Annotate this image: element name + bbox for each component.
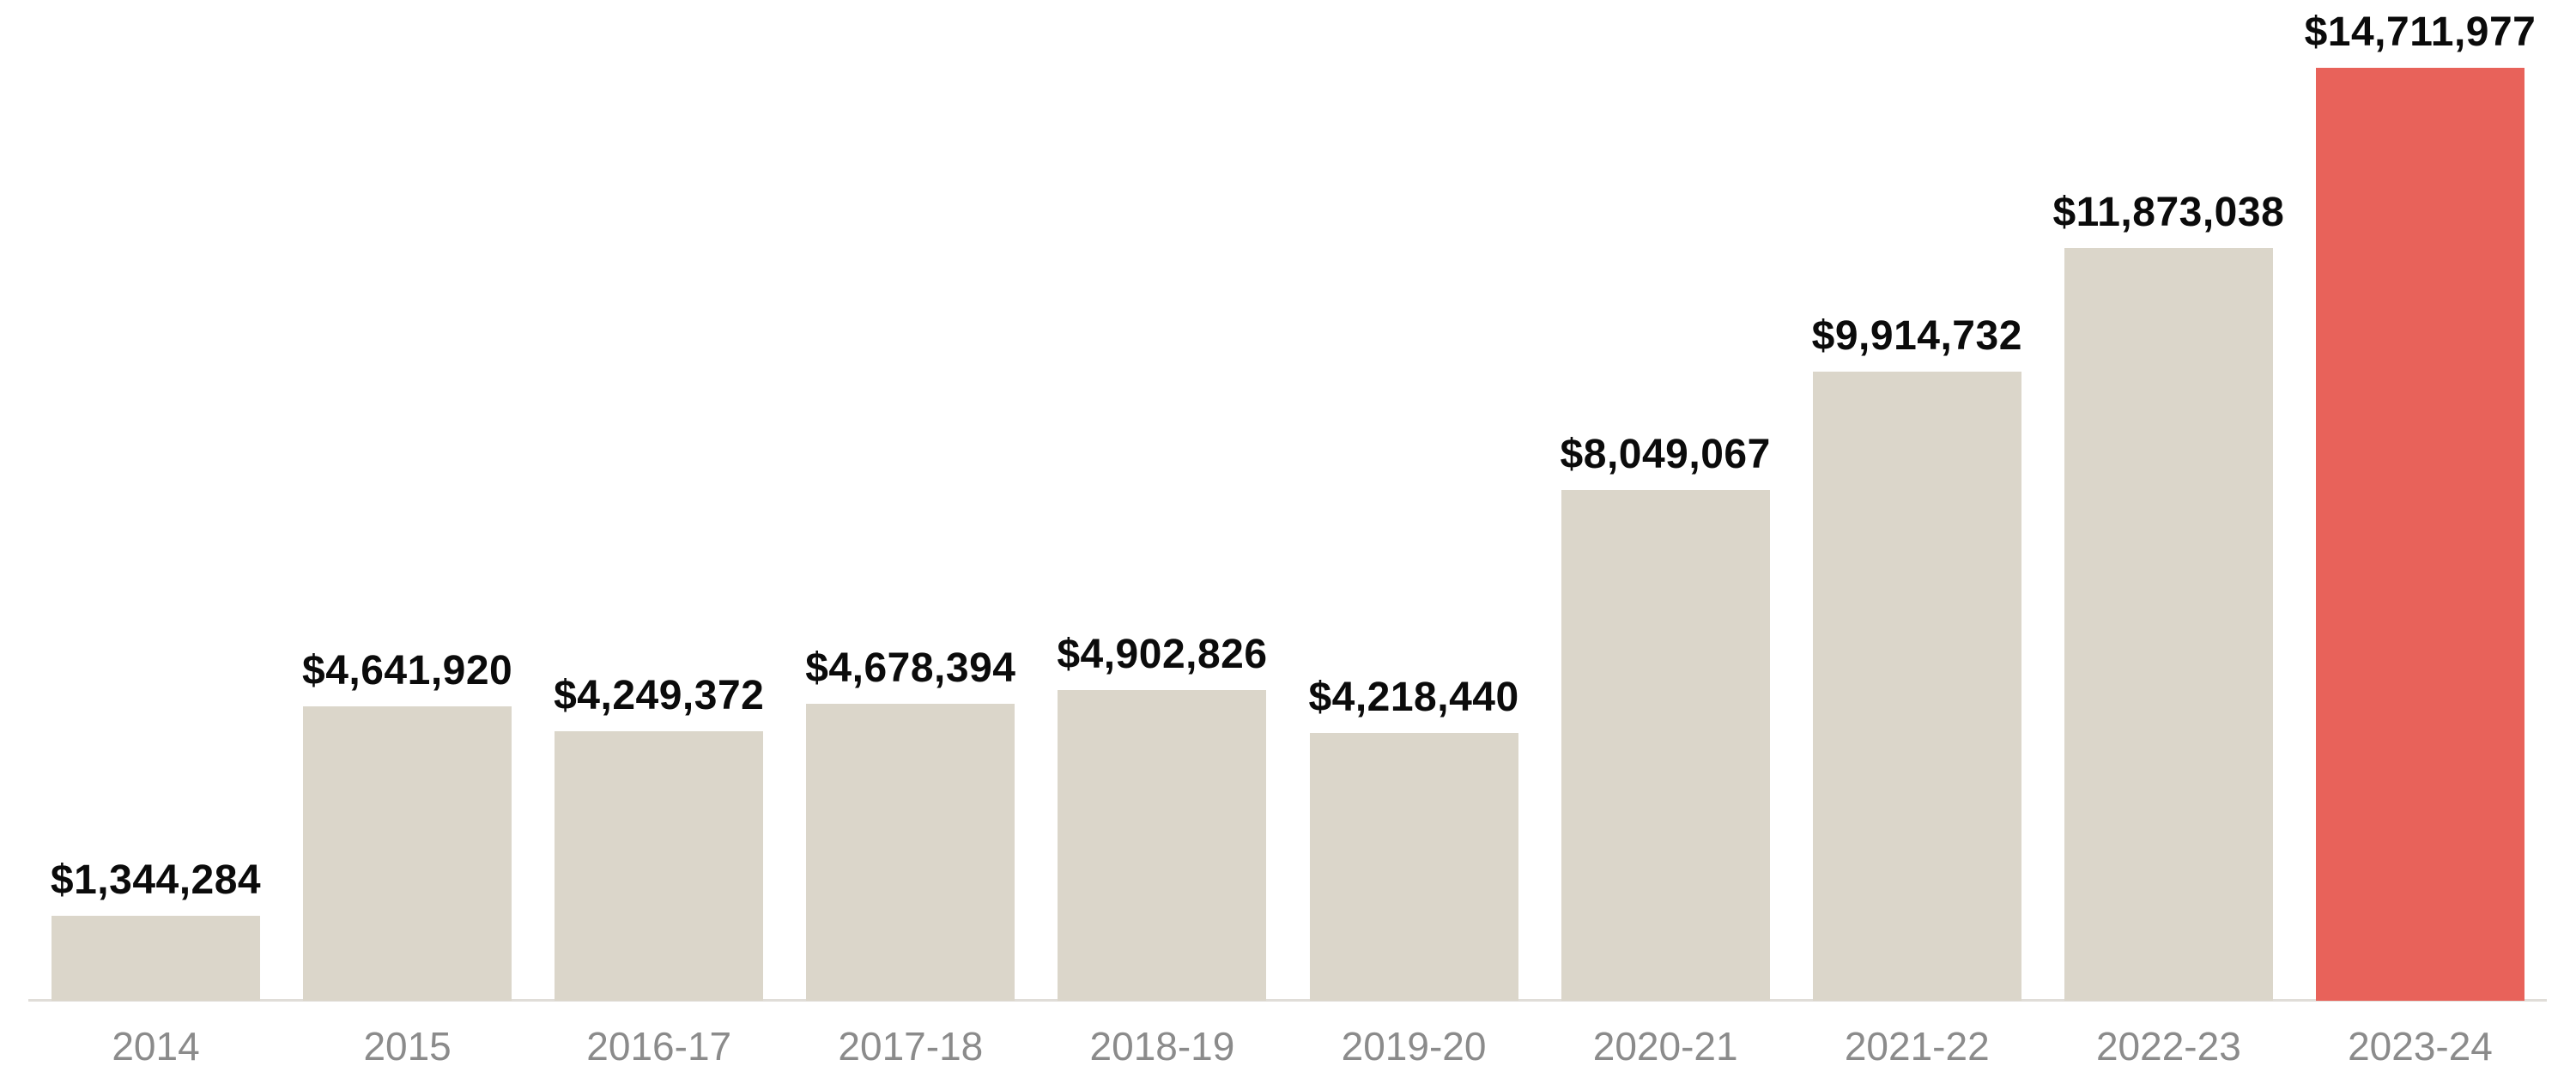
bar-group: $4,678,394 2017-18 bbox=[805, 0, 1016, 1069]
bar-group: $4,902,826 2018-19 bbox=[1057, 0, 1268, 1069]
x-axis-tick-label: 2020-21 bbox=[1592, 1024, 1738, 1069]
bar-value-label: $9,914,732 bbox=[1811, 313, 2022, 359]
bar-group: $11,873,038 2022-23 bbox=[2052, 0, 2283, 1069]
x-axis-tick-label: 2019-20 bbox=[1341, 1024, 1487, 1069]
bar bbox=[1309, 733, 1518, 1001]
bar-group: $4,641,920 2015 bbox=[302, 0, 513, 1069]
x-axis-tick-label: 2018-19 bbox=[1089, 1024, 1235, 1069]
x-axis-tick-label: 2014 bbox=[112, 1024, 200, 1069]
x-axis-tick-label: 2023-24 bbox=[2348, 1024, 2493, 1069]
bar bbox=[806, 704, 1015, 1001]
x-axis-tick-label: 2015 bbox=[363, 1024, 452, 1069]
chart-plot-area: $1,344,284 2014 $4,641,920 2015 $4,249,3… bbox=[50, 0, 2536, 1069]
bar-value-label: $1,344,284 bbox=[50, 857, 262, 903]
bar-value-label: $11,873,038 bbox=[2052, 190, 2285, 235]
bar bbox=[303, 706, 512, 1001]
bar-group: $9,914,732 2021-22 bbox=[1811, 0, 2022, 1069]
bar-group: $14,711,977 2023-24 bbox=[2305, 0, 2536, 1069]
x-axis-line bbox=[28, 999, 2547, 1002]
x-axis-tick-label: 2016-17 bbox=[586, 1024, 732, 1069]
bar bbox=[1812, 372, 2021, 1001]
x-axis-tick-label: 2021-22 bbox=[1844, 1024, 1990, 1069]
bar-group: $1,344,284 2014 bbox=[50, 0, 262, 1069]
bar-value-label: $4,902,826 bbox=[1057, 632, 1268, 677]
bar bbox=[52, 916, 260, 1001]
bar-group: $4,249,372 2016-17 bbox=[554, 0, 765, 1069]
bar bbox=[1058, 690, 1267, 1001]
bar bbox=[2315, 68, 2524, 1001]
bar-group: $8,049,067 2020-21 bbox=[1560, 0, 1771, 1069]
bar-value-label: $4,641,920 bbox=[302, 648, 513, 693]
bar-value-label: $8,049,067 bbox=[1560, 432, 1771, 477]
bar bbox=[555, 731, 764, 1001]
bar-value-label: $14,711,977 bbox=[2304, 9, 2537, 55]
bar-group: $4,218,440 2019-20 bbox=[1308, 0, 1519, 1069]
bar bbox=[2064, 248, 2273, 1001]
x-axis-tick-label: 2022-23 bbox=[2095, 1024, 2241, 1069]
bar-value-label: $4,678,394 bbox=[805, 645, 1016, 691]
x-axis-tick-label: 2017-18 bbox=[838, 1024, 984, 1069]
bar-value-label: $4,249,372 bbox=[554, 673, 765, 718]
bar bbox=[1561, 490, 1770, 1001]
bar-value-label: $4,218,440 bbox=[1308, 675, 1519, 720]
